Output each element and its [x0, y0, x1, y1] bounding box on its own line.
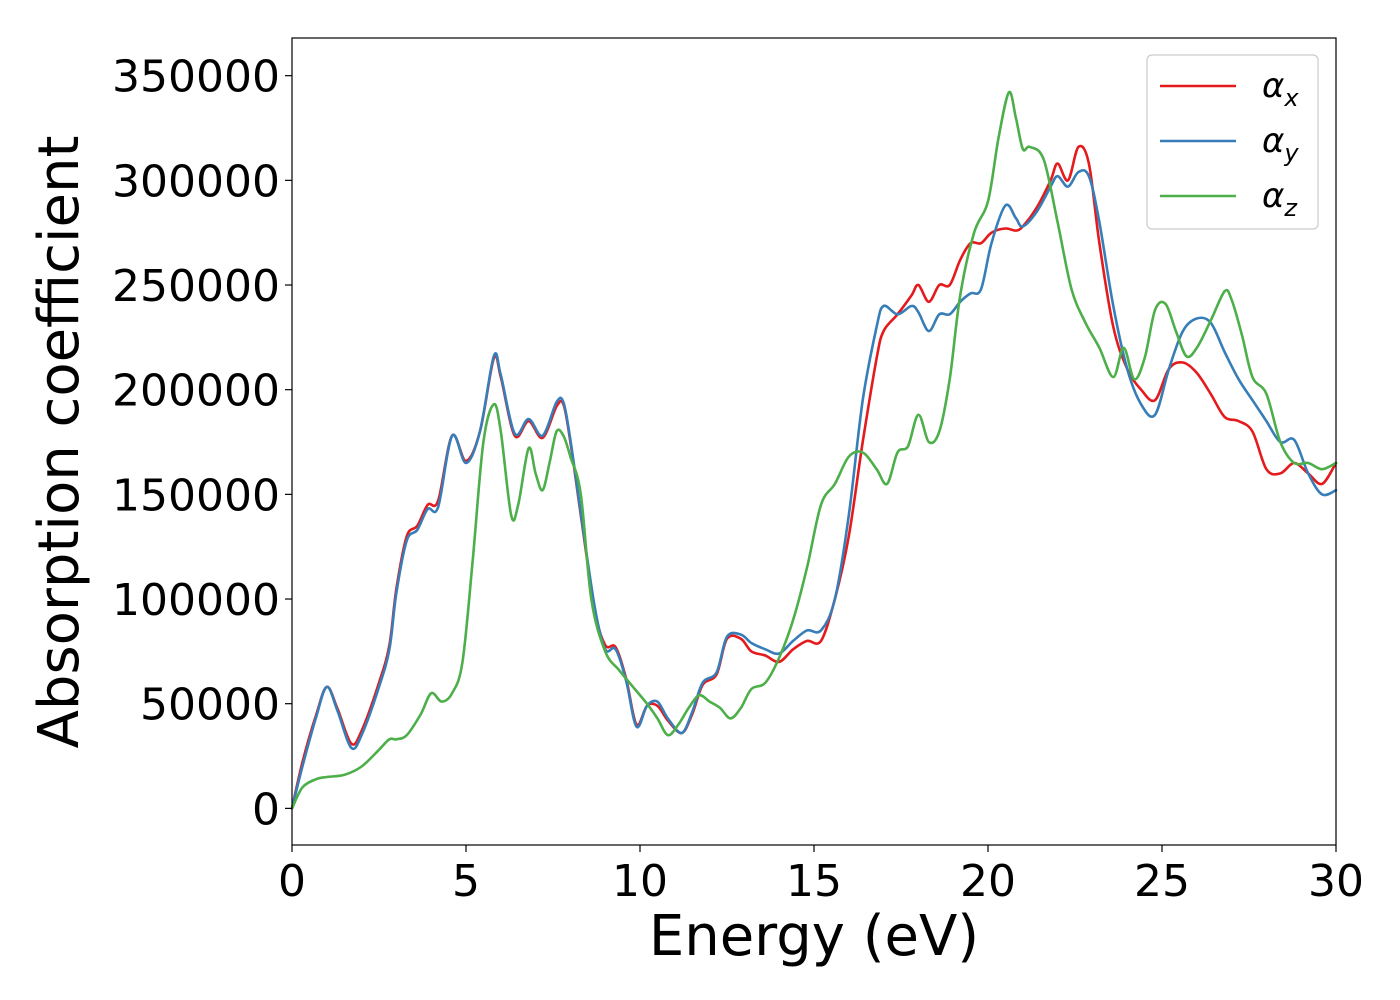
legend-label-alpha-x: αx	[1262, 66, 1299, 112]
x-tick-label: 30	[1308, 856, 1364, 907]
x-tick-label: 20	[960, 856, 1016, 907]
series-line-alpha-y	[290, 168, 1338, 810]
y-tick-label: 350000	[112, 52, 280, 103]
x-tick-label: 0	[278, 856, 306, 907]
y-tick-label: 50000	[140, 680, 280, 731]
series-layer	[290, 90, 1338, 810]
y-axis: 0 50000 100000 150000 200000 250000 300000 3500…	[112, 52, 292, 835]
series-line-alpha-x	[290, 144, 1338, 810]
legend-label-alpha-z: αz	[1262, 176, 1298, 222]
legend: αx αy αz	[1146, 54, 1319, 230]
x-axis: 0 5 10 15 20 25 30	[278, 845, 1364, 907]
y-tick-label: 300000	[112, 156, 280, 207]
x-tick-label: 10	[612, 856, 668, 907]
x-tick-label: 25	[1134, 856, 1190, 907]
y-tick-label: 150000	[112, 470, 280, 521]
legend-label-alpha-y: αy	[1262, 121, 1299, 167]
y-tick-label: 0	[252, 784, 280, 835]
y-tick-label: 100000	[112, 575, 280, 626]
series-line-alpha-z	[290, 90, 1338, 810]
y-tick-label: 200000	[112, 366, 280, 417]
y-tick-label: 250000	[112, 261, 280, 312]
x-tick-label: 15	[786, 856, 842, 907]
y-axis-title: Absorption coefficient	[27, 136, 92, 749]
x-tick-label: 5	[452, 856, 480, 907]
x-axis-title: Energy (eV)	[649, 904, 979, 969]
